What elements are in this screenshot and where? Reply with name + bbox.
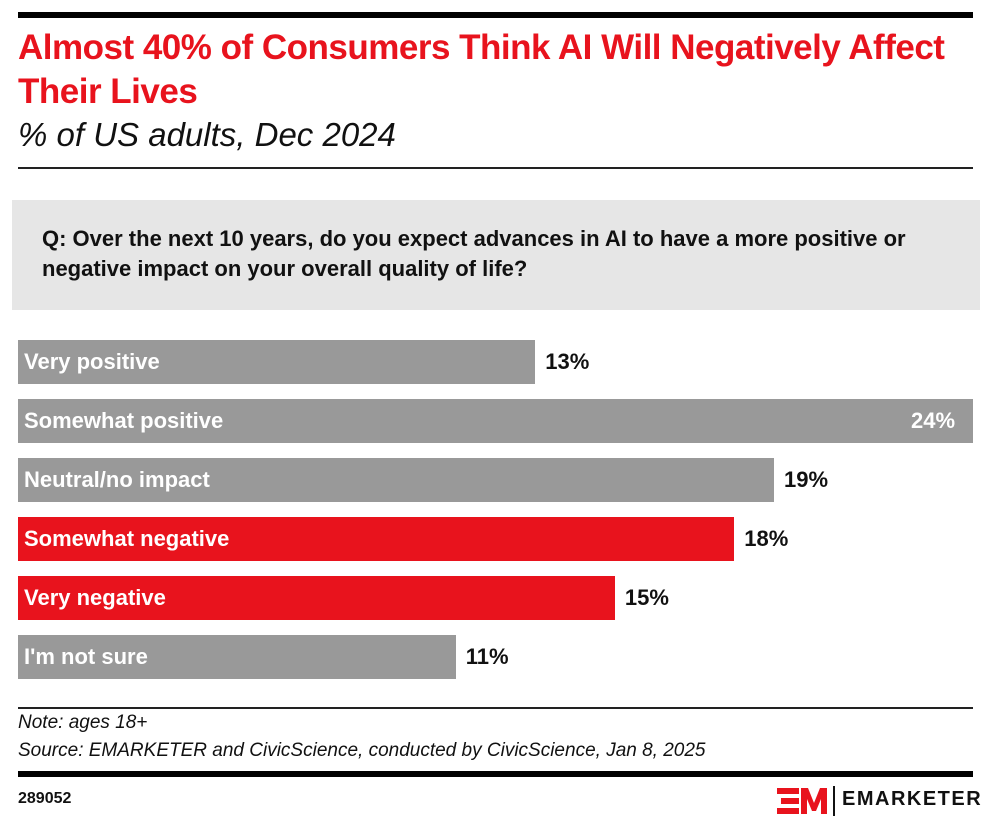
divider xyxy=(18,167,973,169)
bar-label: Very positive xyxy=(24,349,160,374)
question-text: Q: Over the next 10 years, do you expect… xyxy=(42,226,906,281)
source: Source: EMARKETER and CivicScience, cond… xyxy=(18,740,706,761)
value-label: 24% xyxy=(911,408,956,433)
bar xyxy=(18,458,775,502)
value-label: 18% xyxy=(744,526,789,551)
value-label: 13% xyxy=(545,349,590,374)
top-rule xyxy=(18,12,973,18)
chart-title: Almost 40% of Consumers Think AI Will Ne… xyxy=(18,28,945,111)
bar xyxy=(18,340,536,384)
chart-id: 289052 xyxy=(18,790,72,807)
bar-label: Somewhat negative xyxy=(24,526,230,551)
value-label: 19% xyxy=(784,467,829,492)
bar-label: I'm not sure xyxy=(24,644,148,669)
chart-subtitle: % of US adults, Dec 2024 xyxy=(18,116,396,153)
question-box xyxy=(12,200,980,310)
value-label: 11% xyxy=(465,644,509,669)
bar xyxy=(18,399,973,443)
bar-label: Neutral/no impact xyxy=(24,467,210,492)
brand-name: EMARKETER xyxy=(842,788,983,810)
divider xyxy=(18,707,973,709)
emarketer-logo-icon xyxy=(777,786,835,816)
bar xyxy=(18,635,456,679)
bar xyxy=(18,517,735,561)
bar-label: Somewhat positive xyxy=(24,408,224,433)
note: Note: ages 18+ xyxy=(18,712,148,733)
bar-label: Very negative xyxy=(24,585,166,610)
value-label: 15% xyxy=(624,585,669,610)
bottom-rule xyxy=(18,771,973,777)
bar xyxy=(18,576,615,620)
